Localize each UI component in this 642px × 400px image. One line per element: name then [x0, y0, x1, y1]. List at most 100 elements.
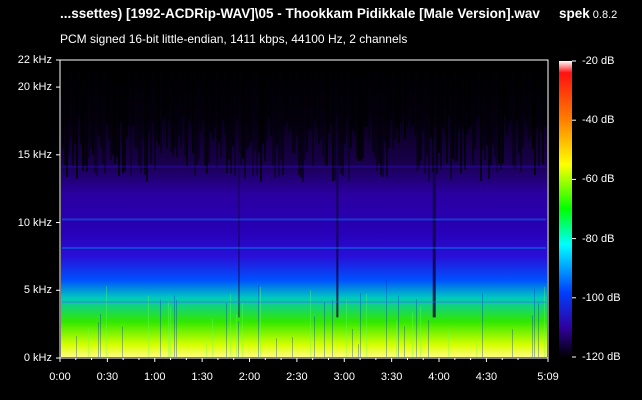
spectrogram-column-shade	[322, 61, 324, 157]
spectrogram-column-shade	[382, 61, 384, 178]
spectrogram-column-shade	[364, 61, 366, 127]
spectrogram-column-shade	[306, 61, 308, 152]
spectrogram-column-shade	[452, 61, 454, 159]
spectrogram-column-shade	[488, 61, 490, 179]
spectrogram-streak	[88, 328, 89, 357]
spectrogram-column-shade	[510, 61, 512, 120]
spectrogram-streak	[176, 299, 177, 357]
frequency-tick-label: 22 kHz	[17, 54, 52, 66]
spectrogram-column-shade	[442, 61, 444, 128]
spectrogram-column-shade	[420, 61, 422, 161]
spectrogram-column-shade	[66, 61, 68, 177]
spectrogram-column-shade	[78, 61, 80, 118]
spectrogram-column-shade	[112, 61, 114, 156]
spectrogram-column-shade	[226, 61, 228, 173]
spectrogram-column-shade	[472, 61, 474, 165]
spectrogram-column-shade	[214, 61, 216, 128]
spectrogram-column-shade	[372, 61, 374, 153]
spectrogram-column-shade	[308, 61, 310, 129]
spectrogram-column-shade	[448, 61, 450, 117]
spectrogram-column-shade	[100, 61, 102, 149]
spectrogram-column-shade	[512, 61, 514, 167]
spectrogram-column-shade	[154, 61, 156, 170]
spectrogram-column-shade	[338, 61, 340, 167]
spectrogram-column-shade	[496, 61, 498, 173]
spectrogram-streak	[512, 329, 513, 357]
spectrogram-column-shade	[484, 61, 486, 161]
spectrogram-column-shade	[416, 61, 418, 172]
spectrogram-streak	[358, 344, 359, 357]
spectrogram-column-shade	[422, 61, 424, 131]
spectrogram-gap	[432, 141, 436, 318]
db-tick-label: -120 dB	[582, 351, 621, 363]
spectrogram-column-shade	[136, 61, 138, 149]
spectrogram-column-shade	[166, 61, 168, 149]
spectrogram-column-shade	[498, 61, 500, 164]
time-tick-label: 3:00	[333, 371, 355, 383]
spectrogram-column-shade	[394, 61, 396, 139]
spectrogram-column-shade	[386, 61, 388, 177]
spectrogram-column-shade	[296, 61, 298, 135]
spectrogram-streak	[314, 316, 315, 357]
spectrogram-streak	[416, 299, 417, 357]
spectrogram-column-shade	[150, 61, 152, 164]
spectrogram-column-shade	[444, 61, 446, 136]
spectrogram-column-shade	[108, 61, 110, 139]
spectrogram-column-shade	[354, 61, 356, 137]
spectrogram-column-shade	[460, 61, 462, 173]
spectrogram-column-shade	[410, 61, 412, 128]
spectrogram-column-shade	[84, 61, 86, 167]
spectrogram-column-shade	[132, 61, 134, 126]
spectrogram-column-shade	[542, 61, 544, 165]
spectrogram-column-shade	[312, 61, 314, 167]
spectrogram-column-shade	[254, 61, 256, 151]
spectrogram-column-shade	[256, 61, 258, 176]
spectrogram-column-shade	[346, 61, 348, 118]
spectrogram-streak	[404, 326, 405, 357]
spectrogram-column-shade	[250, 61, 252, 143]
time-tick-label: 4:30	[475, 371, 498, 383]
spectrogram-column-shade	[62, 61, 64, 149]
spectrogram-column-shade	[356, 61, 358, 159]
spectrogram-column-shade	[148, 61, 150, 132]
spectrogram-column-shade	[480, 61, 482, 181]
spectrogram-column-shade	[114, 61, 116, 164]
spectrogram-column-shade	[430, 61, 432, 138]
spectrogram-column-shade	[360, 61, 362, 161]
spectrogram-streak	[544, 286, 545, 357]
spectrogram-column-shade	[90, 61, 92, 151]
spectrogram-column-shade	[206, 61, 208, 174]
spectrogram-streak	[170, 306, 171, 357]
spectrogram-column-shade	[72, 61, 74, 166]
spectrogram-column-shade	[292, 61, 294, 153]
spectrogram-streak	[106, 286, 107, 357]
spectrogram-streak	[160, 299, 161, 357]
spectrogram-streak	[532, 315, 533, 357]
spectrogram-streak	[346, 299, 347, 357]
spectrogram-streak	[310, 290, 311, 357]
spectrogram-column-shade	[518, 61, 520, 154]
spectrogram-column-shade	[302, 61, 304, 182]
time-tick-label: 0:30	[96, 371, 119, 383]
spectrogram-column-shade	[402, 61, 404, 116]
db-color-scale	[559, 61, 572, 357]
frequency-tick-label: 15 kHz	[17, 148, 52, 161]
spectrogram-column-shade	[168, 61, 170, 120]
spectrogram-column-shade	[332, 61, 334, 182]
spectrogram-column-shade	[366, 61, 368, 128]
spectrogram-frame	[59, 59, 549, 359]
spectrogram-column-shade	[284, 61, 286, 127]
spectrogram-column-shade	[514, 61, 516, 169]
time-tick-label: 1:00	[144, 371, 166, 383]
spectrogram-column-shade	[134, 61, 136, 149]
time-tick-label: 5:09	[537, 371, 559, 383]
spectrogram-streak	[476, 342, 477, 357]
spectrogram-column-shade	[494, 61, 496, 157]
spectrogram-column-shade	[200, 61, 202, 132]
spectrogram-column-shade	[234, 61, 236, 177]
spectrogram-column-shade	[98, 61, 100, 136]
spectrogram-column-shade	[242, 61, 244, 159]
time-tick-label: 0:00	[49, 371, 71, 383]
spectrogram-column-shade	[524, 61, 526, 119]
spectrogram-column-shade	[538, 61, 540, 167]
